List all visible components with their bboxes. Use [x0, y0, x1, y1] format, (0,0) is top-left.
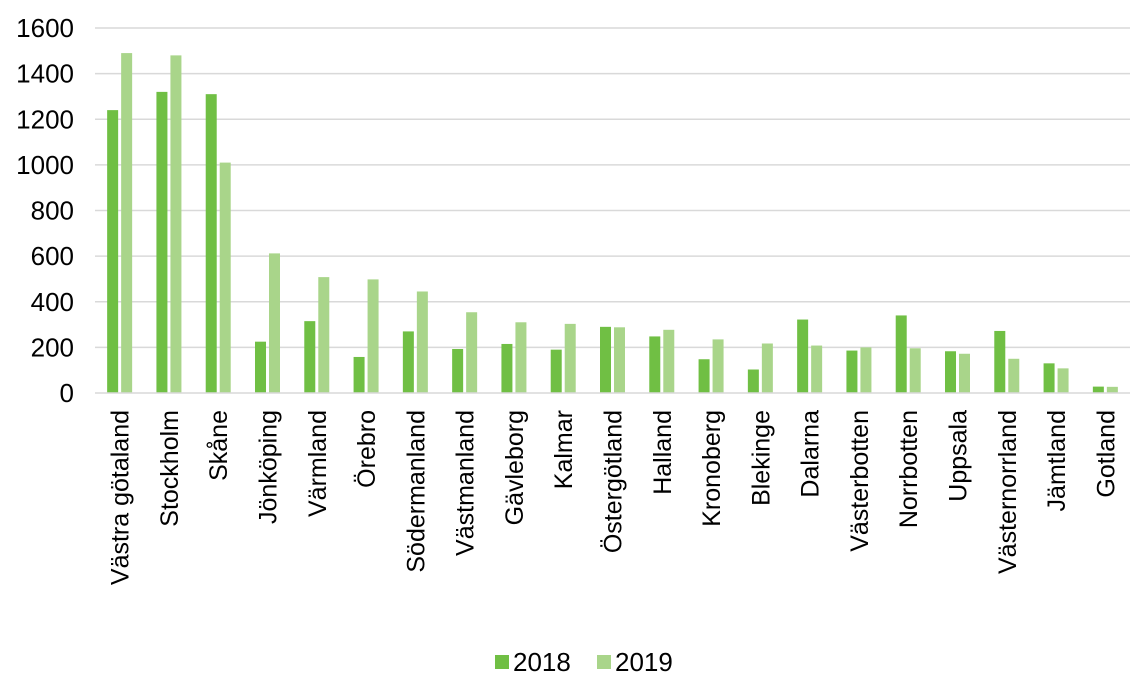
bar-2019: [367, 279, 379, 393]
bar-2018: [895, 315, 907, 393]
bar-2018: [1092, 386, 1104, 393]
bar-2018: [698, 359, 710, 393]
gridlines: [95, 27, 1130, 349]
bar-2018: [255, 341, 266, 393]
bar-2019: [1057, 368, 1069, 393]
x-tick-label: Skåne: [205, 410, 233, 481]
legend-swatch-2019: [597, 655, 611, 669]
x-tick-label: Uppsala: [945, 410, 973, 502]
legend: 2018 2019: [495, 647, 673, 673]
bar-2018: [747, 369, 759, 393]
bar-2019: [614, 327, 625, 393]
bar-2018: [797, 319, 809, 393]
x-tick-label: Kronoberg: [698, 410, 726, 527]
bar-2019: [860, 347, 872, 393]
bar-2018: [649, 336, 661, 393]
bar-2019: [170, 55, 182, 393]
bar-2019: [663, 329, 675, 393]
bar-2019: [712, 339, 724, 393]
bar-2018: [846, 350, 858, 393]
y-tick-label: 200: [31, 332, 74, 362]
x-tick-label: Västra götaland: [107, 410, 135, 585]
bar-2018: [304, 321, 316, 393]
x-tick-label: Norrbotten: [895, 410, 923, 528]
x-tick-label: Jönköping: [255, 410, 283, 524]
x-tick-label: Värmland: [304, 410, 332, 517]
bar-2019: [466, 312, 478, 393]
bar-2019: [761, 343, 773, 393]
bar-2018: [107, 110, 119, 393]
bar-2019: [416, 291, 428, 393]
y-tick-label: 1400: [16, 59, 74, 89]
bar-2019: [909, 348, 921, 393]
y-tick-label: 0: [60, 378, 74, 408]
legend-label: 2018: [513, 647, 571, 673]
x-tick-label: Jämtland: [1043, 410, 1071, 511]
bar-2018: [501, 343, 513, 393]
x-tick-label: Södermanland: [402, 410, 430, 573]
bar-2018: [402, 331, 414, 393]
bar-2018: [600, 326, 611, 393]
x-tick-label: Blekinge: [747, 410, 775, 506]
x-tick-label: Stockholm: [156, 410, 184, 527]
x-tick-label: Västmanland: [452, 410, 480, 556]
bar-2018: [205, 94, 217, 393]
x-tick-label: Västernorrland: [994, 410, 1022, 574]
y-tick-label: 800: [31, 196, 74, 226]
bar-2018: [1043, 363, 1055, 393]
bar-2019: [269, 253, 280, 393]
y-tick-label: 1200: [16, 104, 74, 134]
bar-2018: [452, 348, 464, 393]
y-axis-tick-labels: 0 200 400 600 800 1000 1200 1400 1600: [16, 13, 74, 408]
bar-2019: [564, 323, 576, 393]
x-tick-label: Örebro: [353, 410, 381, 488]
bar-2019: [1008, 358, 1020, 393]
bar-2018: [994, 330, 1006, 393]
x-tick-label: Gotland: [1092, 410, 1120, 498]
bar-2018: [156, 91, 168, 393]
y-tick-label: 1000: [16, 150, 74, 180]
x-tick-label: Dalarna: [797, 410, 825, 498]
bar-2019: [1106, 386, 1118, 393]
bar-2019: [515, 322, 527, 393]
x-tick-label: Halland: [649, 410, 677, 495]
bar-2018: [550, 349, 562, 393]
bar-2019: [959, 353, 970, 393]
legend-label: 2019: [615, 647, 673, 673]
x-tick-label: Gävleborg: [501, 410, 529, 525]
bar-2018: [353, 356, 365, 393]
bars: [107, 53, 1118, 393]
bar-2018: [945, 351, 956, 393]
x-tick-label: Västerbotten: [846, 410, 874, 552]
x-axis-tick-labels: Västra götaland Stockholm Skåne Jönköping Vä…: [107, 410, 1121, 585]
bar-2019: [219, 162, 231, 393]
x-tick-label: Kalmar: [550, 410, 578, 489]
bar-2019: [121, 53, 133, 393]
bar-2019: [811, 345, 823, 393]
bar-2019: [318, 277, 330, 393]
x-tick-label: Östergötland: [600, 410, 628, 553]
y-tick-label: 1600: [16, 13, 74, 43]
y-tick-label: 400: [31, 287, 74, 317]
y-tick-label: 600: [31, 241, 74, 271]
legend-swatch-2018: [495, 655, 509, 669]
